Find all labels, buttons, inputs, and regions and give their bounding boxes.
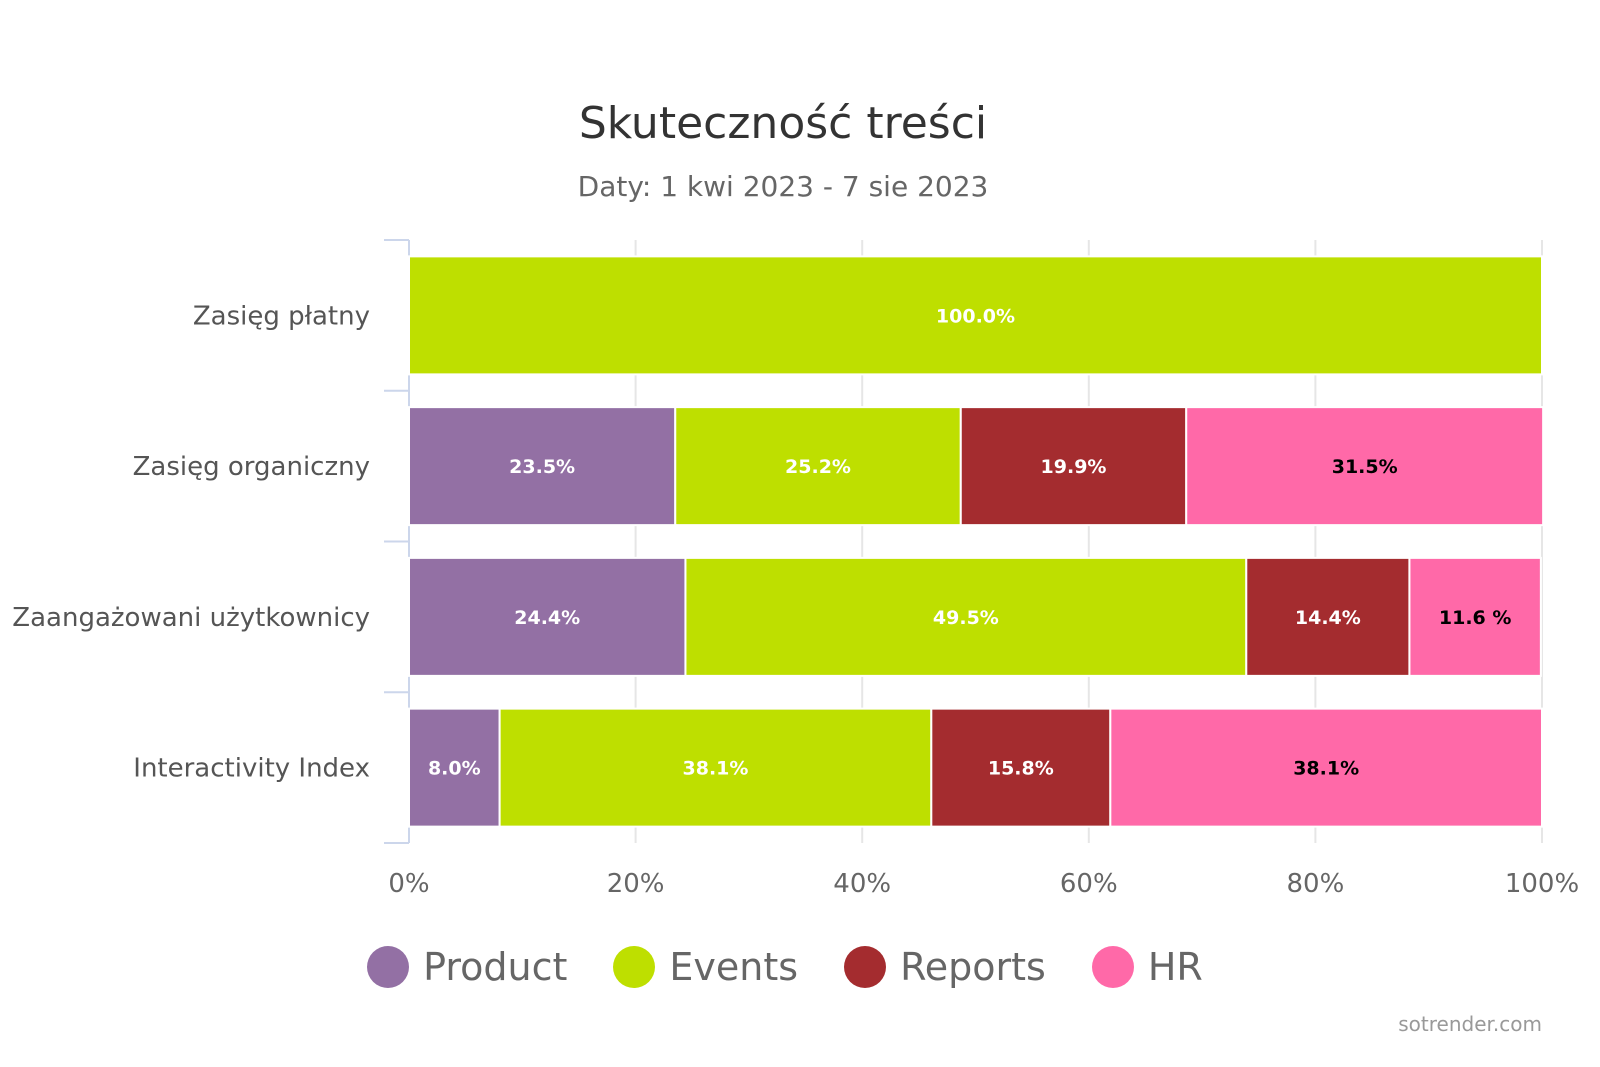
bar-segment-reports [1245, 556, 1411, 677]
legend-item-hr[interactable]: HR [1091, 945, 1203, 989]
category-label: Zasięg organiczny [133, 452, 370, 482]
category-label: Zasięg płatny [193, 301, 370, 331]
legend-label: Reports [900, 945, 1046, 989]
data-label: 49.5% [933, 607, 999, 629]
data-label: 24.4% [514, 607, 580, 629]
data-label: 25.2% [785, 456, 851, 478]
bar-segment-product [408, 556, 687, 677]
data-label: 8.0% [428, 758, 481, 780]
data-label: 14.4% [1295, 607, 1361, 629]
legend-label: Events [669, 945, 799, 989]
x-tick-label: 0% [388, 869, 429, 899]
bar-segment-events [674, 406, 962, 527]
legend-marker [613, 946, 656, 988]
chart-subtitle: Daty: 1 kwi 2023 - 7 sie 2023 [577, 170, 989, 203]
category-label: Zaangażowani użytkownicy [12, 603, 370, 633]
bar-segment-events [498, 707, 933, 828]
bar-segment-hr [1185, 406, 1545, 527]
legend-item-reports[interactable]: Reports [844, 945, 1046, 989]
legend: Product Events Reports HR [0, 945, 1570, 989]
bar-segment-product [408, 707, 501, 828]
legend-marker [1091, 946, 1134, 988]
x-tick-label: 60% [1060, 869, 1118, 899]
data-label: 11.6 % [1439, 607, 1512, 629]
legend-item-events[interactable]: Events [613, 945, 798, 989]
data-label: 100.0% [936, 305, 1015, 327]
data-label: 31.5% [1332, 456, 1398, 478]
category-label: Interactivity Index [133, 754, 370, 784]
data-label: 15.8% [988, 758, 1054, 780]
data-label: 19.9% [1041, 456, 1107, 478]
data-label: 38.1% [1293, 758, 1359, 780]
legend-item-product[interactable]: Product [367, 945, 567, 989]
legend-marker [844, 946, 887, 988]
x-tick-label: 20% [607, 869, 665, 899]
bar-segment-events [684, 556, 1248, 677]
data-label: 38.1% [683, 758, 749, 780]
x-tick-label: 80% [1287, 869, 1345, 899]
legend-marker [367, 946, 410, 988]
x-tick-label: 40% [833, 869, 891, 899]
bar-segment-product [408, 406, 677, 527]
data-label: 23.5% [509, 456, 575, 478]
credit: sotrender.com [1398, 1012, 1542, 1036]
bar-segment-events [408, 255, 1543, 376]
legend-label: HR [1147, 945, 1203, 989]
chart-title: Skuteczność treści [578, 98, 988, 149]
bar-segment-hr [1109, 707, 1544, 828]
x-tick-label: 100% [1505, 869, 1579, 899]
bar-segment-hr [1408, 556, 1542, 677]
legend-label: Product [423, 945, 568, 989]
